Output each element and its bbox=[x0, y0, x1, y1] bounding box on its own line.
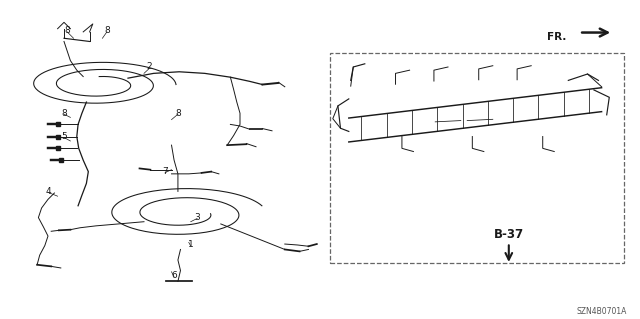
Text: 4: 4 bbox=[45, 187, 51, 196]
Text: 7: 7 bbox=[163, 167, 168, 176]
Text: FR.: FR. bbox=[547, 32, 566, 42]
Text: 5: 5 bbox=[61, 132, 67, 141]
Text: 6: 6 bbox=[172, 271, 177, 280]
Text: B-37: B-37 bbox=[493, 228, 524, 241]
Text: 8: 8 bbox=[65, 26, 70, 35]
Text: 8: 8 bbox=[104, 26, 109, 35]
Text: 2: 2 bbox=[147, 63, 152, 71]
Text: 8: 8 bbox=[175, 109, 180, 118]
Text: 1: 1 bbox=[188, 241, 193, 249]
Text: SZN4B0701A: SZN4B0701A bbox=[577, 307, 627, 316]
Bar bbox=[330, 53, 624, 263]
Text: 8: 8 bbox=[61, 109, 67, 118]
Text: 3: 3 bbox=[195, 213, 200, 222]
